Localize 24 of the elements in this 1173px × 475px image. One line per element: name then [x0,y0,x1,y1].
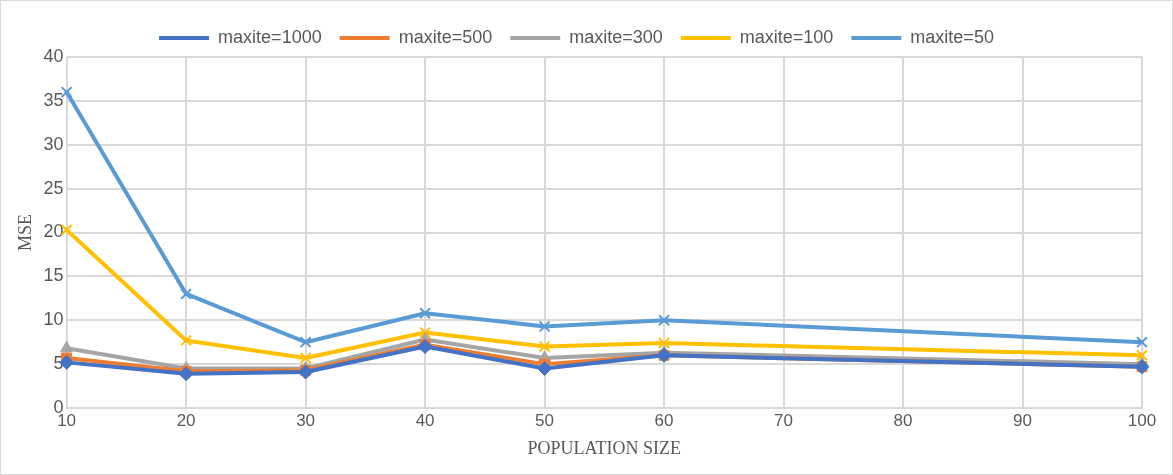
x-tick-label: 70 [774,410,793,430]
y-tick-label: 25 [43,177,64,198]
x-tick-label: 20 [176,410,196,430]
x-tick-label: 30 [296,410,316,430]
y-tick-label: 30 [43,133,64,154]
y-tick-label: 40 [43,45,64,66]
y-tick-label: 15 [43,265,64,286]
x-tick-label: 100 [1127,410,1157,430]
y-axis-title: MSE [14,213,35,252]
x-tick-label: 50 [535,410,555,430]
x-tick-label: 80 [893,410,913,430]
legend-label: maxite=1000 [218,26,322,47]
y-tick-label: 35 [43,89,64,110]
x-tick-label: 90 [1013,410,1032,430]
y-tick-label: 5 [53,353,64,374]
x-tick-label: 40 [415,410,435,430]
legend-label: maxite=50 [910,26,994,47]
x-tick-label: 60 [654,410,674,430]
legend-label: maxite=500 [398,26,493,47]
y-tick-label: 20 [43,221,64,242]
x-axis-title: POPULATION SIZE [527,437,682,458]
y-tick-label: 10 [43,309,64,330]
legend-label: maxite=100 [739,26,834,47]
legend-label: maxite=300 [569,26,663,47]
